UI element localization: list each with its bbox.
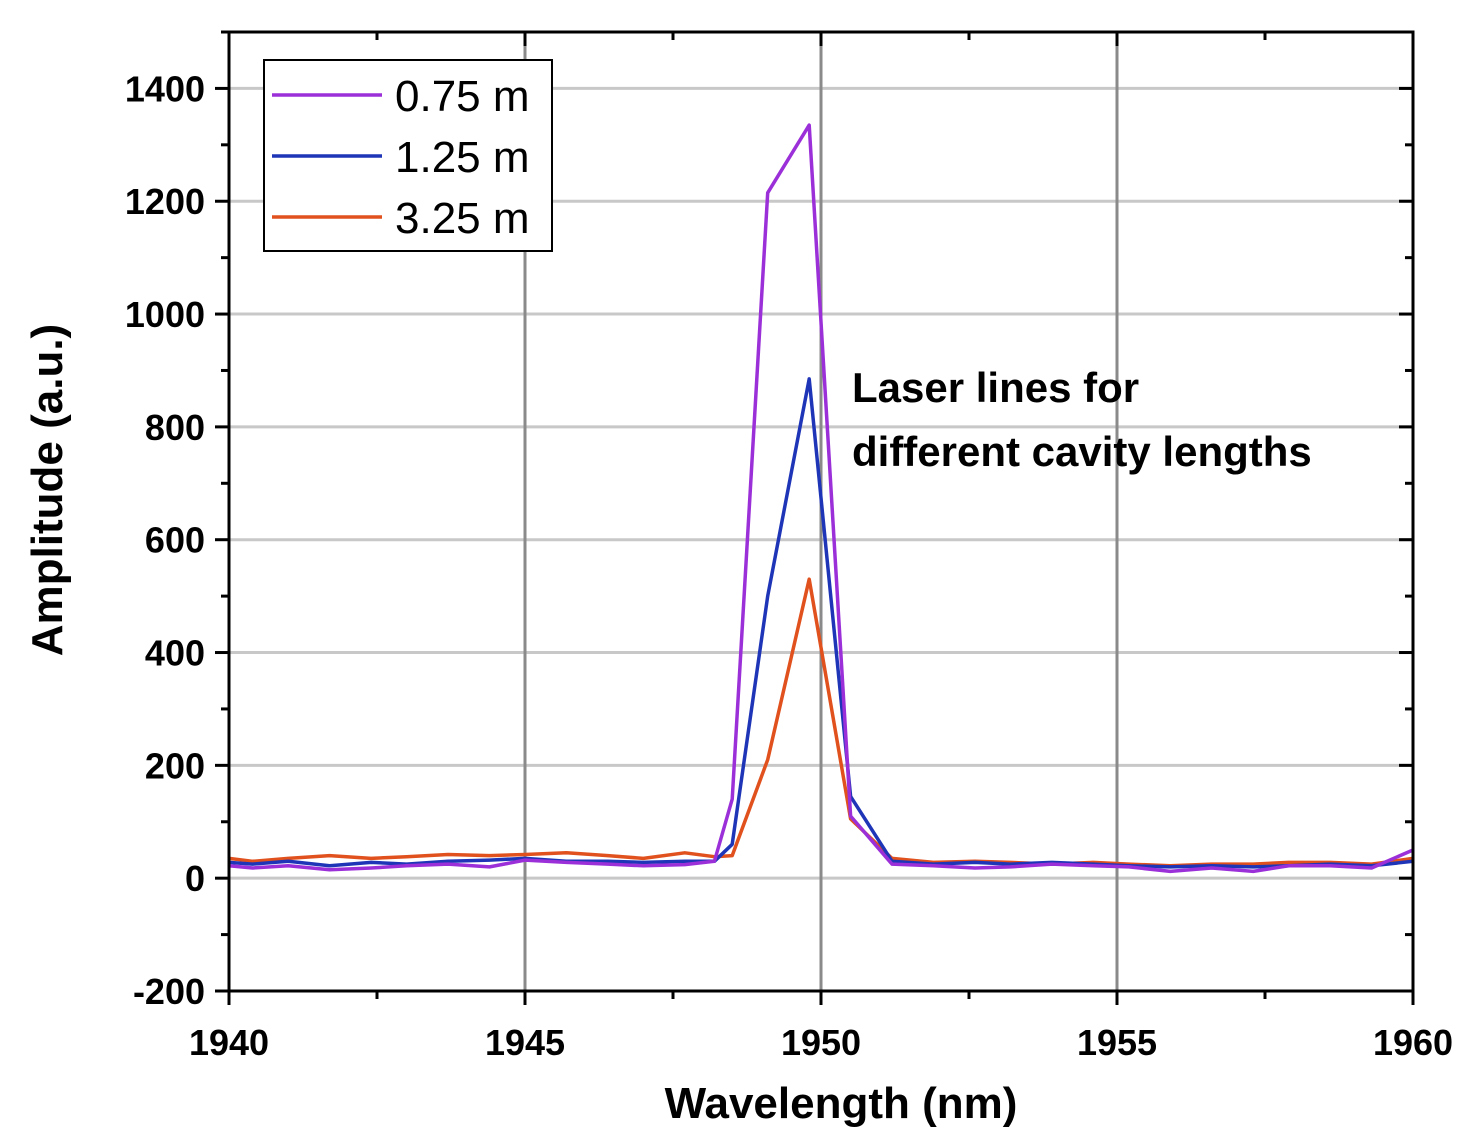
x-axis-title: Wavelength (nm) [665, 1079, 1018, 1128]
y-tick-label: 200 [145, 745, 205, 786]
y-tick-label: 600 [145, 520, 205, 561]
x-tick-label: 1955 [1077, 1022, 1157, 1063]
series-line-0-75-m [228, 123, 1414, 874]
x-tick-label: 1960 [1373, 1022, 1453, 1063]
y-tick-label: 0 [185, 858, 205, 899]
annotation-line-1: Laser lines for [852, 364, 1139, 411]
x-tick-label: 1940 [189, 1022, 269, 1063]
series-line-1-25-m [228, 377, 1414, 869]
legend: 0.75 m 1.25 m 3.25 m [263, 59, 553, 252]
legend-label: 1.25 m [395, 133, 530, 182]
y-tick-label: 400 [145, 633, 205, 674]
y-tick-label: 800 [145, 407, 205, 448]
series-lines [228, 123, 1414, 874]
x-tick-label: 1945 [485, 1022, 565, 1063]
annotation-line-2: different cavity lengths [852, 428, 1312, 475]
y-tick-label: 1000 [125, 294, 205, 335]
axis-ticks [215, 30, 1415, 1005]
y-axis-title: Amplitude (a.u.) [23, 324, 72, 656]
annotation: Laser lines for different cavity lengths [852, 364, 1312, 475]
tick-labels: -200 0 200 400 600 800 1000 1200 1400 1940 1945 195… [125, 68, 1453, 1063]
legend-label: 3.25 m [395, 194, 530, 243]
y-tick-label: 1200 [125, 181, 205, 222]
legend-label: 0.75 m [395, 72, 530, 121]
y-tick-label: 1400 [125, 68, 205, 109]
x-tick-label: 1950 [781, 1022, 861, 1063]
y-tick-label: -200 [133, 971, 205, 1012]
